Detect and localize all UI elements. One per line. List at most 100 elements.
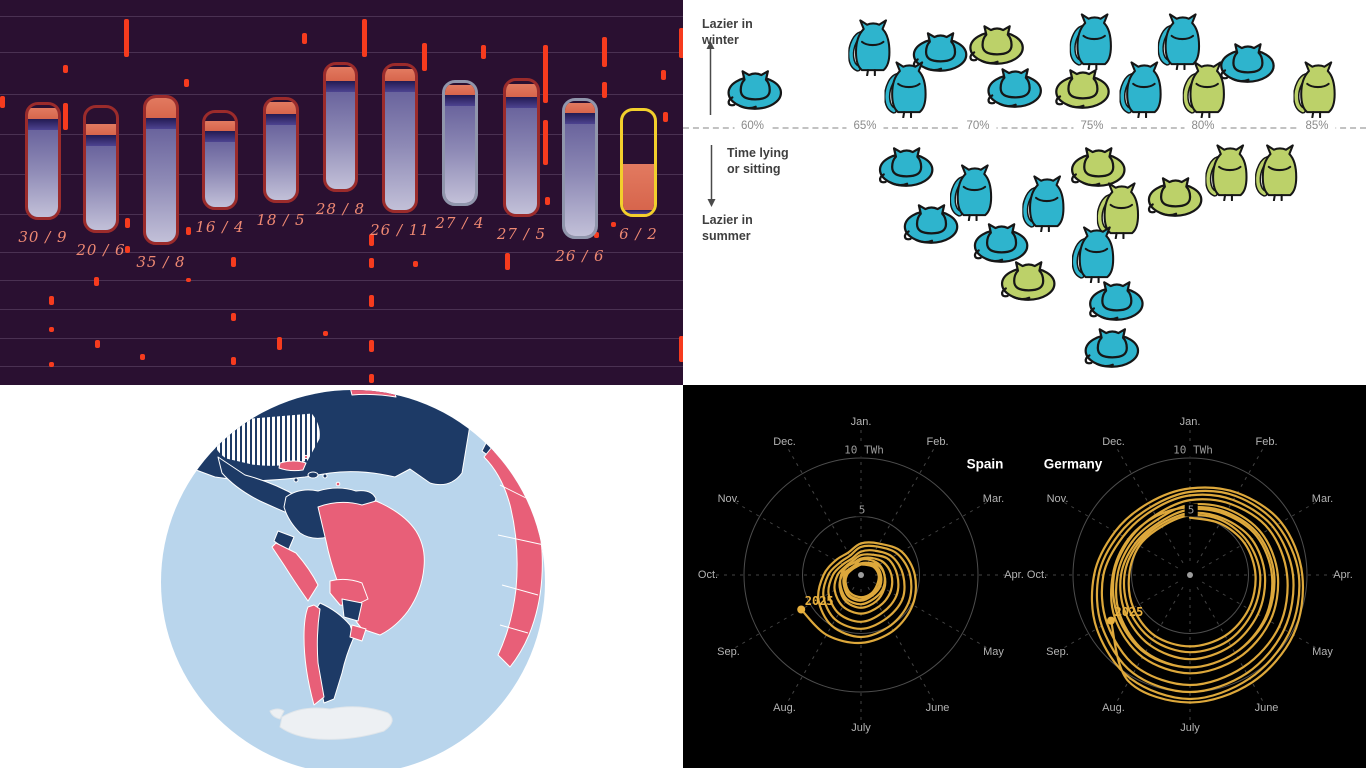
month-label: June	[1254, 701, 1279, 714]
month-label: Aug.	[1102, 701, 1125, 714]
cats-layer	[727, 0, 1366, 368]
storm-bar	[562, 98, 598, 239]
axis-tick-label: 70%	[959, 120, 997, 132]
cat-lie-icon	[727, 70, 783, 110]
rain-tick	[422, 43, 427, 71]
rain-tick	[302, 33, 307, 44]
month-label: Feb.	[926, 436, 949, 449]
month-label: Feb.	[1255, 436, 1278, 449]
panel-globe-map	[0, 385, 683, 768]
rain-tick	[505, 253, 510, 270]
storm-bar-label: 20 / 6	[76, 241, 126, 259]
storm-bar	[442, 80, 478, 206]
bar-cap	[623, 164, 654, 210]
month-label: Sep.	[1046, 645, 1069, 658]
gridline	[0, 52, 683, 53]
month-label: Mar.	[1311, 492, 1334, 505]
bar-cap	[205, 121, 235, 131]
year-label: 2025	[1114, 604, 1144, 619]
cat-lie-icon	[1220, 43, 1275, 83]
storm-bar-label: 6 / 2	[619, 225, 658, 243]
gridline	[0, 252, 683, 253]
month-spoke	[1196, 448, 1264, 564]
month-label: Dec.	[1102, 436, 1125, 449]
rain-tick	[63, 103, 68, 130]
rain-tick	[323, 331, 328, 336]
storm-bar-label: 18 / 5	[256, 211, 306, 229]
month-label: Dec.	[773, 436, 796, 449]
rain-tick	[63, 65, 68, 73]
globe-country-uruguay	[349, 624, 367, 642]
globe-limb-borders	[497, 484, 545, 634]
gridline	[0, 16, 683, 17]
cat-lie-icon	[878, 147, 934, 187]
cat-lie-icon	[1147, 177, 1203, 217]
bar-cap	[86, 124, 116, 135]
globe-country-paraguay	[341, 598, 363, 622]
bar-body	[385, 92, 415, 210]
radial-grid-ring	[802, 516, 920, 634]
rain-tick	[369, 295, 374, 307]
storm-bar-label: 27 / 4	[435, 214, 485, 232]
down-arrow-icon	[707, 145, 716, 207]
year-label: 2025	[804, 593, 834, 608]
storm-bar-label: 35 / 8	[136, 253, 186, 271]
rain-tick	[95, 340, 100, 348]
storm-bar-label: 30 / 9	[18, 228, 68, 246]
month-label: Sep.	[717, 645, 740, 658]
globe-country-chile	[303, 604, 325, 706]
bar-body	[326, 92, 355, 189]
globe-country-peru	[271, 542, 319, 602]
month-spoke	[734, 581, 850, 649]
spiral-end-dot	[797, 605, 806, 614]
month-label: Apr.	[1004, 569, 1024, 581]
month-spoke	[1201, 581, 1317, 649]
bar-gap	[205, 113, 235, 121]
rain-tick	[0, 96, 5, 108]
bar-body	[86, 146, 116, 230]
rain-tick	[369, 258, 374, 268]
rain-tick	[663, 112, 668, 122]
rain-tick	[369, 374, 374, 383]
cat-lie-icon	[1089, 281, 1144, 321]
rain-tick	[602, 37, 607, 67]
cat-sit-icon	[1258, 145, 1296, 200]
rain-tick	[545, 197, 550, 205]
storm-bar-label: 26 / 6	[555, 247, 605, 265]
storm-bar-label: 28 / 8	[315, 200, 366, 218]
chart-center-dot	[858, 572, 864, 578]
bar-cap	[506, 84, 537, 97]
rain-tick	[369, 234, 374, 246]
rain-tick	[186, 227, 191, 235]
bar-body	[146, 129, 176, 242]
globe-island-hispaniola	[307, 471, 319, 479]
cat-sit-icon	[851, 20, 889, 75]
bar-band	[385, 81, 415, 92]
month-spoke	[867, 586, 935, 702]
bar-band	[623, 210, 654, 214]
panel-cat-laziness: Lazier in winter Time lying or sitting L…	[683, 0, 1366, 385]
rain-tick	[140, 354, 145, 360]
gridline	[0, 280, 683, 281]
month-spoke	[872, 581, 988, 649]
rain-tick	[369, 340, 374, 352]
bar-band	[146, 118, 176, 129]
generation-spiral-germany	[1090, 486, 1305, 704]
month-label: July	[1180, 722, 1200, 734]
cat-lie-icon	[1084, 328, 1140, 368]
rain-tick	[594, 232, 599, 238]
cat-sit-icon	[1186, 62, 1224, 117]
month-spoke	[1116, 448, 1184, 564]
rain-tick	[231, 357, 236, 365]
bar-cap	[266, 102, 296, 114]
month-label: Apr.	[1333, 569, 1353, 581]
bar-body	[205, 142, 235, 207]
rain-tick	[679, 336, 683, 362]
cat-sit-icon	[1161, 14, 1199, 69]
rain-tick	[362, 19, 367, 57]
rain-tick	[543, 45, 548, 103]
generation-spiral-spain	[800, 541, 918, 645]
rain-tick	[413, 261, 418, 267]
month-spoke	[1196, 586, 1264, 702]
bar-gap	[86, 108, 116, 124]
